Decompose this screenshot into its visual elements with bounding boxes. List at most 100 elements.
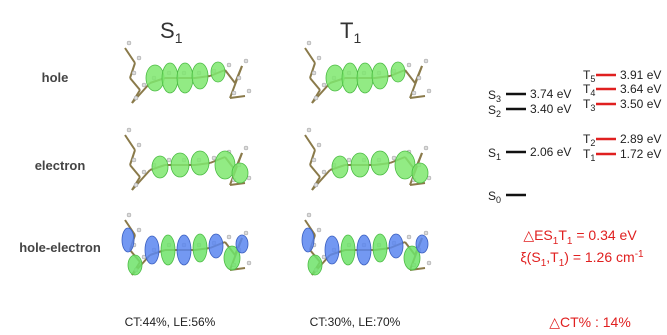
isosurface (152, 156, 168, 178)
energy-label: 3.64 eV (620, 82, 661, 96)
state-label: S2 (488, 103, 501, 119)
atom (314, 96, 318, 100)
bond (125, 135, 135, 150)
atom (142, 170, 146, 174)
text: △ES (523, 227, 552, 243)
isosurface (146, 65, 164, 91)
isosurface (122, 228, 134, 252)
atom (127, 213, 131, 217)
state-label: T4 (583, 82, 595, 98)
subscript: 1 (353, 30, 361, 46)
atom (407, 63, 411, 67)
column-header: S1 (160, 18, 183, 46)
isosurface (191, 151, 209, 175)
caption: CT:44%, LE:56% (125, 315, 216, 329)
caption: CT:30%, LE:70% (310, 315, 401, 329)
atom (312, 158, 316, 162)
atom (137, 228, 141, 232)
bond (310, 63, 315, 78)
bond (225, 70, 235, 83)
atom (424, 59, 428, 63)
bond (410, 96, 425, 98)
bond (312, 170, 330, 190)
bond (132, 83, 150, 103)
state-label: T2 (583, 132, 595, 148)
subscript: 5 (590, 74, 595, 84)
soc-label: ξ(S1,T1) = 1.26 cm-1 (520, 249, 644, 269)
isosurface (357, 63, 373, 93)
isosurface (308, 255, 322, 275)
isosurface (177, 235, 191, 265)
isosurface (372, 63, 388, 89)
energy-label: 3.50 eV (620, 97, 661, 111)
bond (305, 48, 315, 63)
state: S (488, 88, 496, 102)
superscript: -1 (635, 249, 644, 260)
isosurface (389, 234, 403, 258)
subscript: 1 (496, 152, 501, 162)
atom (427, 261, 431, 265)
atom (244, 146, 248, 150)
bond (125, 48, 135, 63)
atom (407, 235, 411, 239)
isosurface (232, 163, 248, 183)
atom (312, 71, 316, 75)
atom (427, 89, 431, 93)
delta-ct: △CT% : 14% (549, 314, 631, 330)
isosurface (192, 63, 208, 89)
atom (167, 158, 171, 162)
subscript: 1 (175, 30, 183, 46)
atom (134, 183, 138, 187)
isosurface (128, 255, 142, 275)
isosurface (357, 235, 371, 265)
atom (317, 56, 321, 60)
energy-label: 2.89 eV (620, 132, 661, 146)
energy-label: 3.40 eV (530, 102, 571, 116)
isosurface (332, 156, 348, 178)
row-label: hole-electron (19, 240, 101, 255)
gap-label: △ES1T1 = 0.34 eV (523, 227, 637, 247)
isosurface (341, 235, 355, 265)
atom (244, 231, 248, 235)
atom (237, 76, 241, 80)
atom (232, 91, 236, 95)
subscript: 4 (590, 88, 595, 98)
atom (137, 56, 141, 60)
atom (227, 63, 231, 67)
atom (142, 83, 146, 87)
energy-label: 2.06 eV (530, 145, 571, 159)
subscript: 2 (496, 109, 501, 119)
bond (130, 165, 140, 177)
state: S (160, 18, 175, 43)
row-label: electron (35, 158, 86, 173)
isosurface (412, 163, 428, 183)
isosurface (209, 234, 223, 258)
isosurface (177, 63, 193, 93)
bond (130, 63, 135, 78)
isosurface (326, 65, 344, 91)
subscript: 0 (496, 195, 501, 205)
isosurface (416, 235, 428, 253)
bond (305, 135, 315, 150)
isosurface (391, 62, 405, 82)
isosurface (162, 63, 178, 93)
atom (424, 146, 428, 150)
energy-label: 3.74 eV (530, 87, 571, 101)
text: = 0.34 eV (572, 227, 637, 243)
atom (412, 91, 416, 95)
isosurface (351, 153, 369, 177)
atom (132, 158, 136, 162)
atom (322, 83, 326, 87)
state-label: T3 (583, 97, 595, 113)
atom (307, 213, 311, 217)
column-header: T1 (340, 18, 361, 46)
text: ) = 1.26 cm (564, 249, 634, 265)
text: ξ(S (520, 249, 540, 265)
bond (410, 183, 425, 185)
isosurface (342, 63, 358, 93)
atom (244, 59, 248, 63)
isosurface (171, 153, 189, 177)
isosurface (193, 234, 207, 262)
state-label: S3 (488, 88, 501, 104)
